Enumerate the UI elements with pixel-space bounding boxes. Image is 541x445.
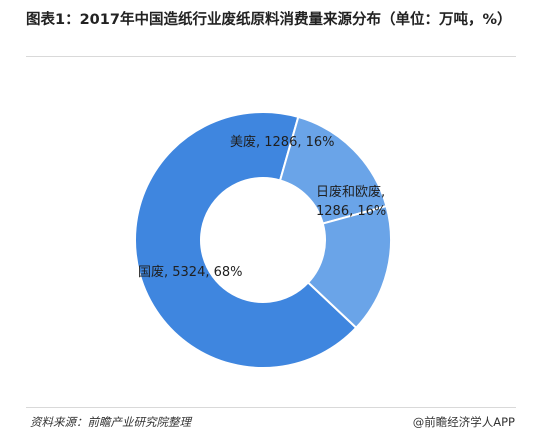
data-label-0: 美废, 1286, 16% [230,134,335,150]
slice-1 [306,204,392,330]
chart-title: 图表1：2017年中国造纸行业废纸原料消费量来源分布（单位：万吨，%） [26,12,512,28]
data-label-1-line2: 1286, 16% [316,204,386,219]
source-note: 资料来源：前瞻产业研究院整理 [30,415,191,429]
slice-2 [134,111,358,369]
brand-credit: @前瞻经济学人APP [412,415,515,429]
data-label-1: 日废和欧废, [316,184,385,200]
footer-divider [26,407,516,408]
data-label-2: 国废, 5324, 68% [138,264,243,280]
title-divider [26,56,516,57]
